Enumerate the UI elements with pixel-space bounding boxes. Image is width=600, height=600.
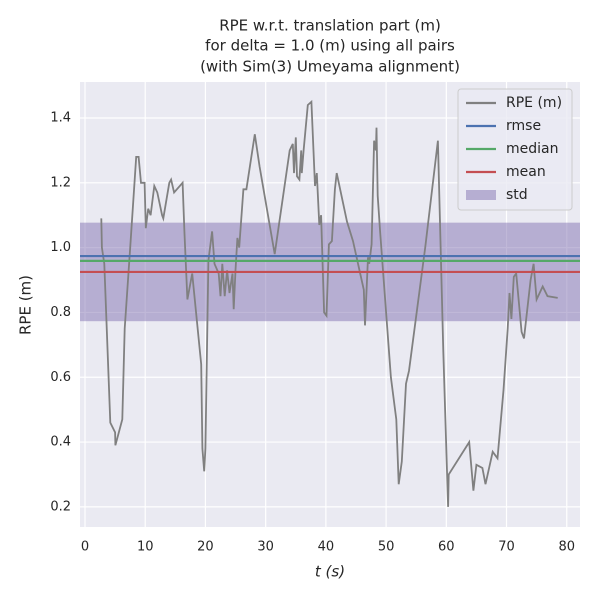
- y-tick-label: 0.8: [50, 305, 71, 320]
- legend-label: median: [506, 141, 558, 157]
- y-tick-label: 0.2: [50, 499, 71, 514]
- y-tick-label: 0.6: [50, 370, 71, 385]
- x-tick-label: 80: [558, 540, 575, 555]
- chart-title: for delta = 1.0 (m) using all pairs: [205, 37, 455, 55]
- x-axis-label: t (s): [315, 563, 345, 581]
- x-tick-label: 60: [438, 540, 455, 555]
- x-tick-label: 20: [197, 540, 214, 555]
- y-tick-label: 1.4: [50, 110, 71, 125]
- y-tick-label: 1.2: [50, 175, 71, 190]
- x-tick-label: 30: [257, 540, 274, 555]
- x-tick-label: 70: [498, 540, 515, 555]
- y-tick-label: 0.4: [50, 435, 71, 450]
- x-tick-label: 0: [81, 540, 89, 555]
- y-tick-label: 1.0: [50, 240, 71, 255]
- chart-title: RPE w.r.t. translation part (m): [219, 17, 441, 35]
- chart-title: (with Sim(3) Umeyama alignment): [200, 58, 460, 76]
- legend-label: RPE (m): [506, 95, 562, 111]
- legend-box: [457, 88, 573, 211]
- legend-label: std: [506, 187, 528, 203]
- y-axis-label: RPE (m): [17, 275, 35, 335]
- x-tick-label: 50: [378, 540, 395, 555]
- legend-swatch: [466, 190, 496, 200]
- data-line: [100, 99, 558, 507]
- x-tick-label: 10: [137, 540, 154, 555]
- legend-label: rmse: [506, 118, 541, 134]
- legend-label: mean: [506, 164, 546, 180]
- x-tick-label: 40: [318, 540, 335, 555]
